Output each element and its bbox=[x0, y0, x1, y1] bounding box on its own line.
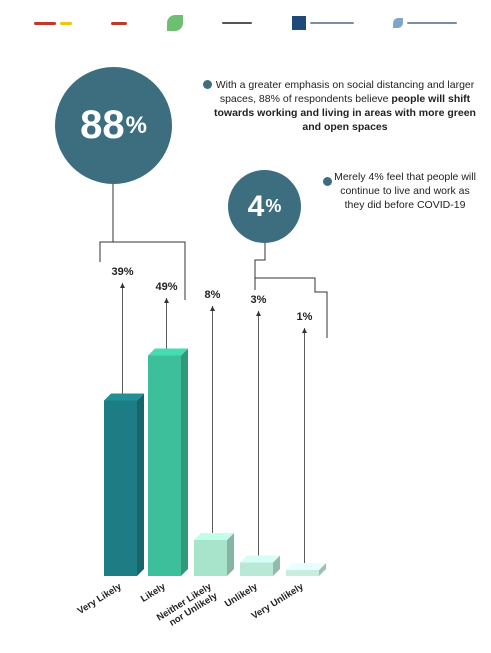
headline-4-text: Merely 4% feel that people will continue… bbox=[334, 171, 476, 211]
value-leader-arrow bbox=[256, 311, 261, 316]
citiis-logo bbox=[166, 12, 183, 34]
connector-4-stem bbox=[254, 243, 266, 290]
category-label: Very Unlikely bbox=[250, 581, 307, 622]
headline-4-dot bbox=[323, 177, 332, 186]
bar-side bbox=[181, 348, 188, 576]
headline-88-value: 88 bbox=[80, 103, 125, 147]
bar bbox=[148, 355, 181, 576]
value-leader-arrow bbox=[210, 306, 215, 311]
partner-logo-1 bbox=[33, 12, 72, 34]
headline-88-bubble: 88% bbox=[55, 67, 172, 184]
bar-top bbox=[194, 533, 234, 540]
value-label: 8% bbox=[205, 289, 221, 301]
category-label-line: Very Unlikely bbox=[250, 581, 307, 622]
category-label-line: Likely bbox=[139, 581, 168, 605]
bar-top bbox=[148, 348, 188, 356]
value-leader-arrow bbox=[302, 328, 307, 333]
logo-strip bbox=[0, 0, 491, 46]
connector-4-bracket bbox=[255, 277, 328, 338]
value-label: 39% bbox=[111, 266, 133, 278]
bar bbox=[104, 400, 137, 576]
bar-top bbox=[240, 555, 280, 563]
category-label-line: Unlikely bbox=[223, 581, 260, 610]
headline-4-value: 4 bbox=[247, 189, 265, 223]
bar-side bbox=[319, 563, 326, 576]
category-label: Likely bbox=[139, 581, 168, 605]
bar-top bbox=[286, 563, 326, 570]
cepf-cept-logo bbox=[222, 12, 253, 34]
bar bbox=[286, 570, 319, 576]
bar-side bbox=[137, 393, 144, 576]
category-label: Unlikely bbox=[223, 581, 260, 610]
connector-88-bracket bbox=[100, 241, 186, 300]
category-label: Very Likely bbox=[76, 581, 125, 617]
value-leader-arrow bbox=[164, 298, 169, 303]
headline-88-text: With a greater emphasis on social distan… bbox=[208, 78, 482, 134]
niua-logo bbox=[291, 12, 354, 34]
value-label: 3% bbox=[251, 294, 267, 306]
category-label-line: Very Likely bbox=[76, 581, 125, 617]
project-impact-logo bbox=[393, 12, 458, 34]
headline-88-unit: % bbox=[125, 111, 147, 139]
partner-logo-2 bbox=[111, 12, 128, 34]
headline-88-text-regular: With a greater emphasis on social distan… bbox=[215, 79, 475, 105]
bar bbox=[194, 540, 227, 576]
connector-88-stem bbox=[99, 184, 114, 262]
headline-88-dot bbox=[203, 80, 212, 89]
bar-top bbox=[104, 393, 144, 401]
value-leader-arrow bbox=[120, 283, 125, 288]
value-label: 49% bbox=[155, 281, 177, 293]
headline-4-bubble: 4% bbox=[228, 170, 301, 243]
bar-side bbox=[227, 533, 234, 576]
value-label: 1% bbox=[297, 311, 313, 323]
bar-side bbox=[273, 555, 280, 576]
headline-88-text-bold: people will shift towards working and li… bbox=[214, 93, 476, 133]
bar bbox=[240, 562, 273, 576]
headline-4-unit: % bbox=[265, 196, 282, 216]
